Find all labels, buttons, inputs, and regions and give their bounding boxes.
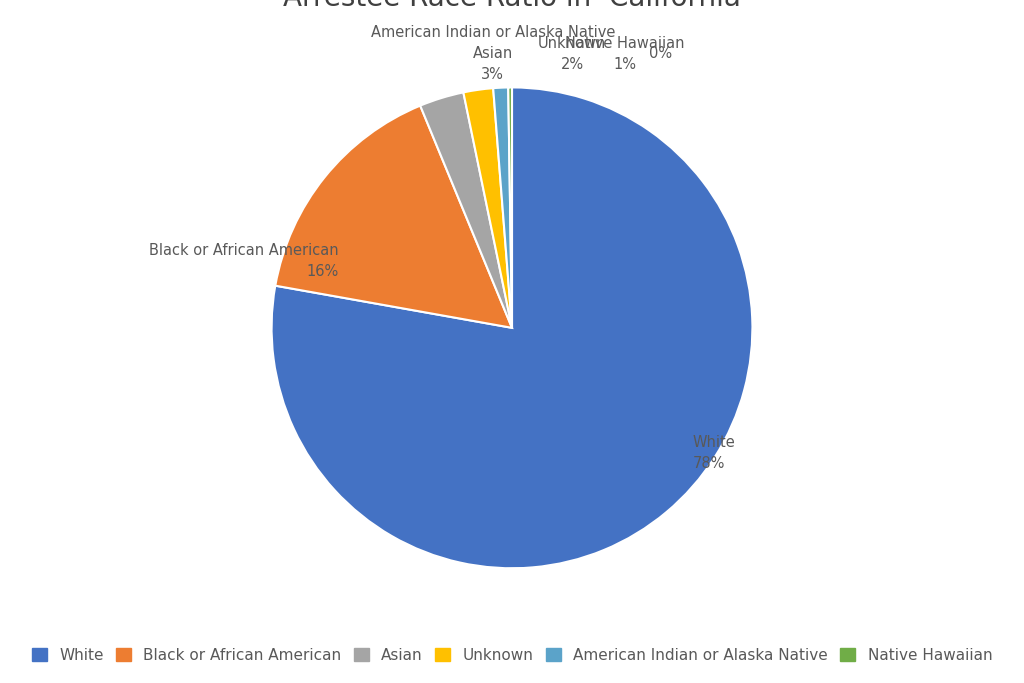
Text: American Indian or Alaska Native
Asian
3%: American Indian or Alaska Native Asian 3… bbox=[371, 25, 615, 82]
Wedge shape bbox=[275, 106, 512, 328]
Title: Arrestee Race Ratio in  California: Arrestee Race Ratio in California bbox=[283, 0, 741, 12]
Wedge shape bbox=[508, 87, 512, 328]
Text: White
78%: White 78% bbox=[692, 435, 735, 471]
Wedge shape bbox=[271, 87, 753, 568]
Legend: White, Black or African American, Asian, Unknown, American Indian or Alaska Nati: White, Black or African American, Asian,… bbox=[26, 641, 998, 669]
Wedge shape bbox=[464, 88, 512, 328]
Text: Unknown
2%: Unknown 2% bbox=[538, 36, 606, 72]
Text: Black or African American
16%: Black or African American 16% bbox=[150, 242, 339, 279]
Wedge shape bbox=[420, 92, 512, 328]
Text: Native Hawaiian
1%: Native Hawaiian 1% bbox=[565, 36, 685, 72]
Wedge shape bbox=[494, 87, 512, 328]
Text: 0%: 0% bbox=[649, 46, 673, 61]
